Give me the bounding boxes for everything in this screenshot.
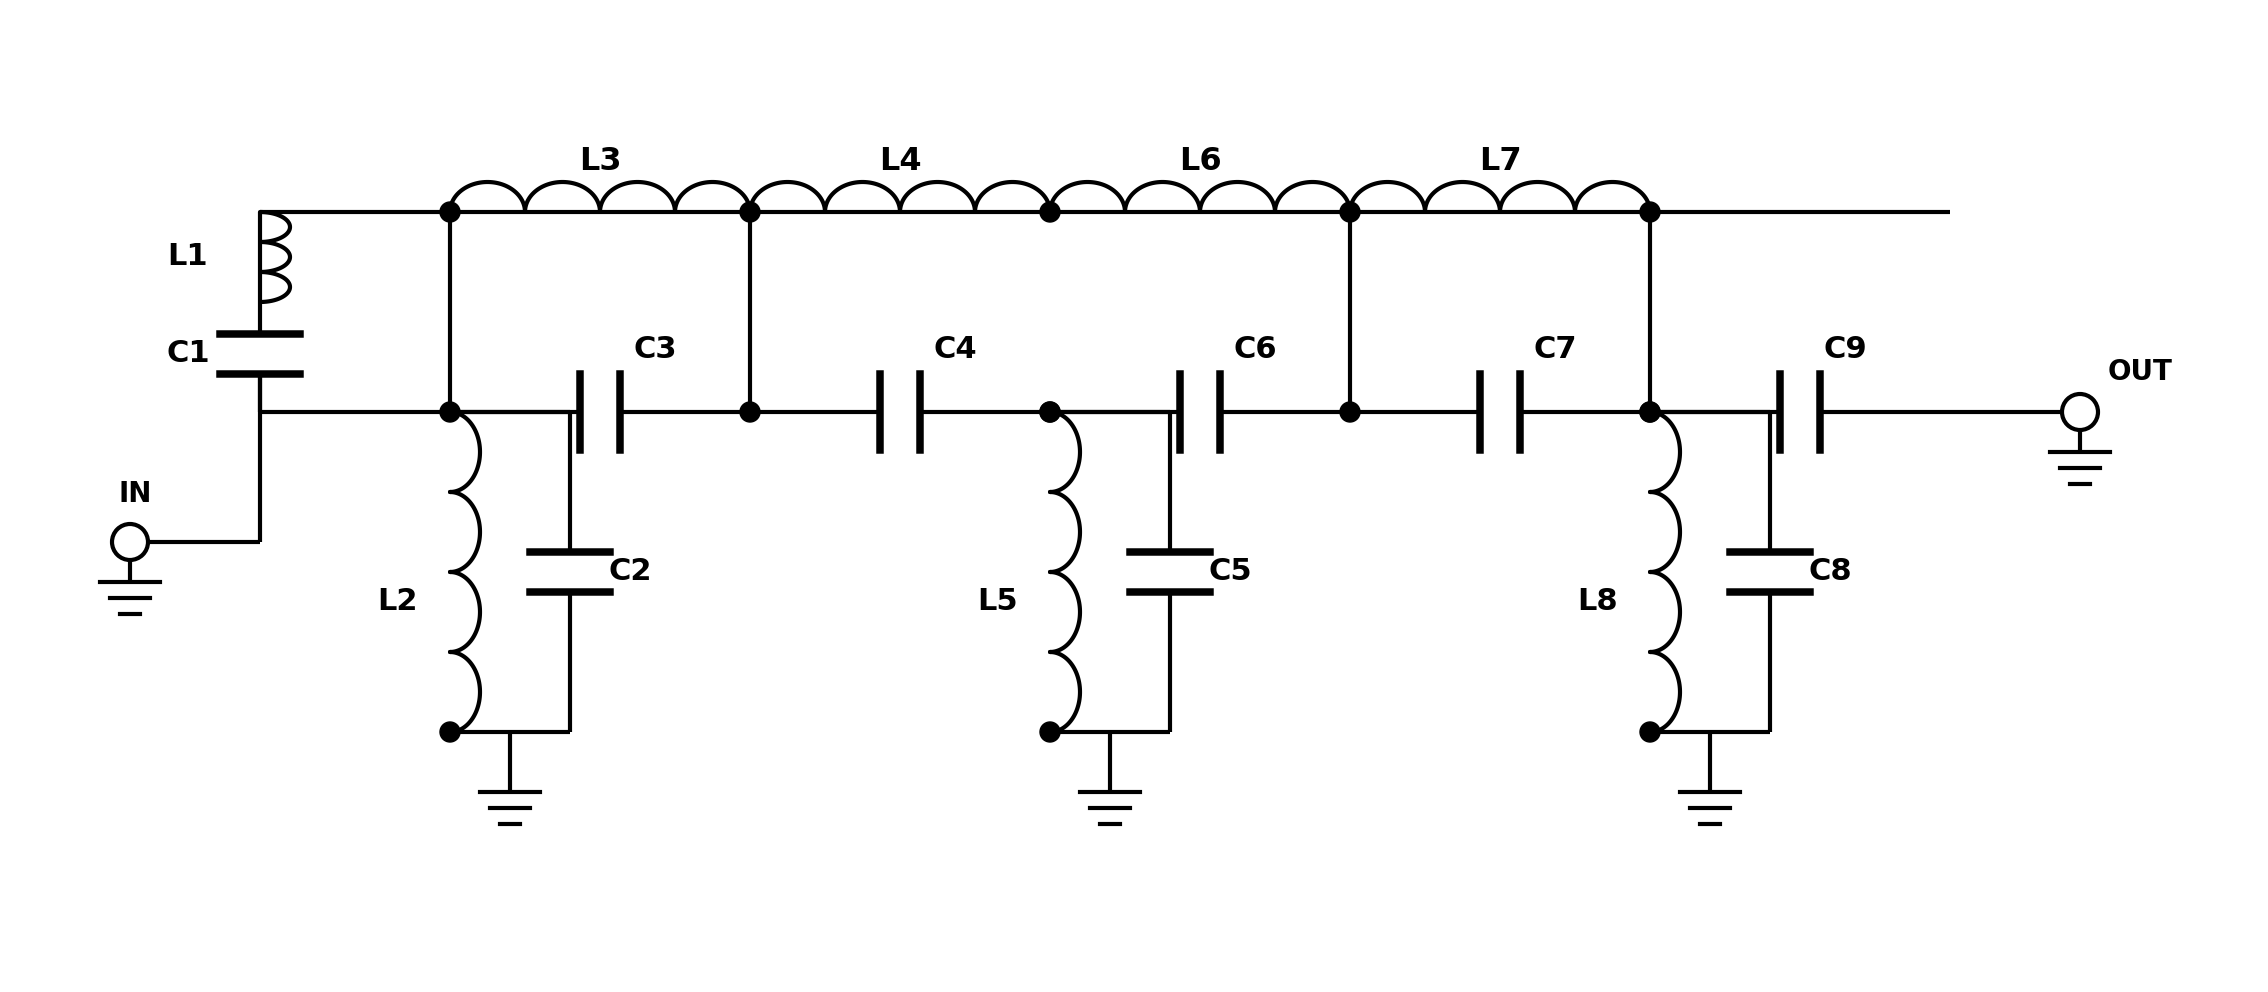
- Text: C3: C3: [633, 335, 676, 364]
- Circle shape: [440, 402, 460, 422]
- Text: IN: IN: [118, 480, 152, 508]
- Text: C8: C8: [1808, 558, 1851, 586]
- Text: C9: C9: [1823, 335, 1867, 364]
- Circle shape: [1041, 402, 1059, 422]
- Circle shape: [440, 722, 460, 742]
- Text: L8: L8: [1579, 587, 1619, 616]
- Circle shape: [1340, 402, 1361, 422]
- Circle shape: [1640, 722, 1660, 742]
- Text: L3: L3: [578, 147, 621, 178]
- Circle shape: [440, 202, 460, 222]
- Circle shape: [1041, 722, 1059, 742]
- Circle shape: [1041, 202, 1059, 222]
- Text: C1: C1: [166, 339, 211, 368]
- Circle shape: [739, 402, 760, 422]
- Circle shape: [739, 202, 760, 222]
- Text: C7: C7: [1533, 335, 1576, 364]
- Text: C2: C2: [608, 558, 651, 586]
- Circle shape: [1640, 402, 1660, 422]
- Circle shape: [1041, 402, 1059, 422]
- Text: C5: C5: [1209, 558, 1252, 586]
- Text: L2: L2: [379, 587, 417, 616]
- Circle shape: [1640, 202, 1660, 222]
- Text: L7: L7: [1479, 147, 1522, 178]
- Circle shape: [1640, 402, 1660, 422]
- Text: C6: C6: [1234, 335, 1277, 364]
- Text: OUT: OUT: [2107, 358, 2173, 386]
- Circle shape: [1340, 202, 1361, 222]
- Text: L1: L1: [168, 242, 209, 272]
- Text: L6: L6: [1179, 147, 1220, 178]
- Text: C4: C4: [932, 335, 978, 364]
- Text: L4: L4: [878, 147, 921, 178]
- Text: L5: L5: [978, 587, 1018, 616]
